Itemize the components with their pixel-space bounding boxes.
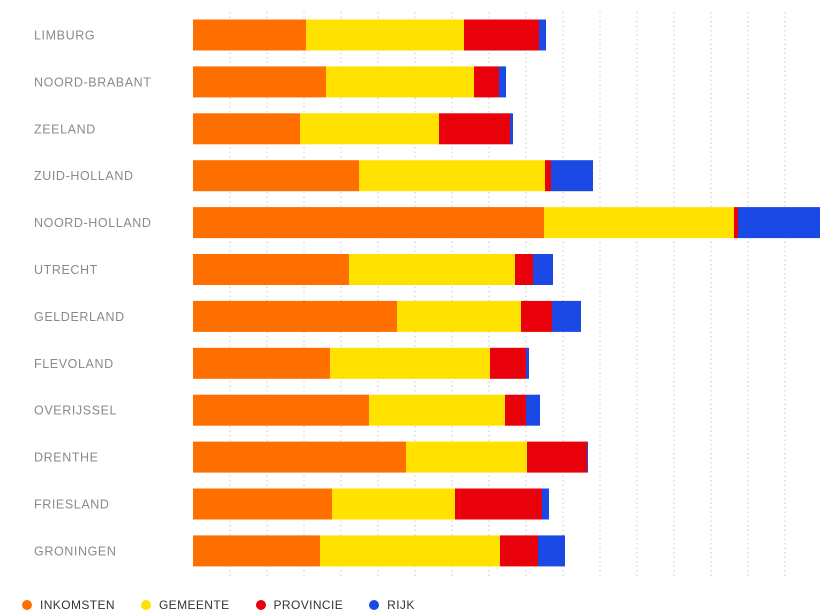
category-label: ZUID-HOLLAND	[34, 169, 134, 183]
bar-segment	[369, 394, 505, 426]
legend-item-gemeente: GEMEENTE	[140, 598, 230, 612]
bar-segment	[551, 160, 593, 192]
bar-segment	[193, 441, 406, 473]
bar-segment	[193, 347, 330, 379]
bar-segment	[542, 488, 549, 520]
bar-segment	[193, 488, 332, 520]
legend-dot-icon	[255, 600, 266, 610]
legend-item-inkomsten: INKOMSTEN	[22, 598, 115, 612]
bar-segment	[439, 113, 510, 145]
bar-segment	[320, 535, 500, 567]
bar-segment	[539, 19, 546, 51]
category-label: FLEVOLAND	[34, 357, 114, 371]
bar-segment	[533, 254, 553, 285]
bar-segment	[587, 441, 588, 473]
bar-segment	[193, 160, 359, 192]
bar-segment	[193, 66, 326, 98]
bar-segment	[349, 254, 515, 285]
legend-dot-icon	[140, 600, 151, 610]
legend-item-provincie: PROVINCIE	[255, 598, 344, 612]
bar-segment	[545, 160, 551, 192]
bars	[193, 19, 820, 567]
category-label: ZEELAND	[34, 122, 96, 136]
bar-segment	[306, 19, 464, 51]
bar-segment	[526, 347, 529, 379]
bar-segment	[544, 207, 734, 239]
bar-segment	[527, 441, 587, 473]
category-label: DRENTHE	[34, 451, 99, 465]
category-label: NOORD-HOLLAND	[34, 216, 152, 230]
bar-segment	[538, 535, 565, 567]
bar-segment	[326, 66, 474, 98]
bar-segment	[193, 394, 369, 426]
bar-segment	[193, 113, 300, 145]
bar-segment	[490, 347, 526, 379]
bar-segment	[526, 394, 540, 426]
bar-segment	[464, 19, 539, 51]
bar-segment	[193, 300, 397, 332]
bar-segment	[193, 254, 349, 285]
legend-label: INKOMSTEN	[40, 598, 115, 612]
bar-segment	[552, 300, 581, 332]
bar-segment	[332, 488, 455, 520]
bar-segment	[474, 66, 499, 98]
bar-segment	[499, 66, 506, 98]
bar-segment	[300, 113, 439, 145]
category-label: NOORD-BRABANT	[34, 75, 152, 89]
category-label: GELDERLAND	[34, 310, 125, 324]
bar-segment	[193, 535, 320, 567]
legend-item-rijk: RIJK	[369, 598, 415, 612]
category-label: GRONINGEN	[34, 544, 117, 558]
bar-segment	[734, 207, 738, 239]
category-label: UTRECHT	[34, 263, 98, 277]
bar-segment	[505, 394, 526, 426]
bar-segment	[330, 347, 490, 379]
bar-segment	[515, 254, 533, 285]
bar-segment	[397, 300, 521, 332]
legend-dot-icon	[22, 600, 32, 610]
legend-label: PROVINCIE	[273, 598, 344, 612]
bar-segment	[738, 207, 820, 239]
category-labels: LIMBURG NOORD-BRABANT ZEELAND ZUID-HOLLAND N…	[34, 29, 152, 559]
bar-segment	[193, 207, 544, 239]
bar-segment	[500, 535, 538, 567]
legend-label: GEMEENTE	[158, 598, 230, 612]
bar-segment	[193, 19, 306, 51]
bar-segment	[406, 441, 527, 473]
bar-segment	[510, 113, 513, 145]
category-label: FRIESLAND	[34, 498, 110, 512]
legend-label: RIJK	[387, 598, 415, 612]
category-label: LIMBURG	[34, 29, 95, 43]
bar-segment	[521, 300, 552, 332]
bar-segment	[359, 160, 545, 192]
bar-segment	[455, 488, 542, 520]
category-label: OVERIJSSEL	[34, 404, 117, 418]
legend-dot-icon	[369, 600, 380, 610]
legend: INKOMSTEN GEMEENTE PROVINCIE RIJK	[22, 597, 441, 613]
